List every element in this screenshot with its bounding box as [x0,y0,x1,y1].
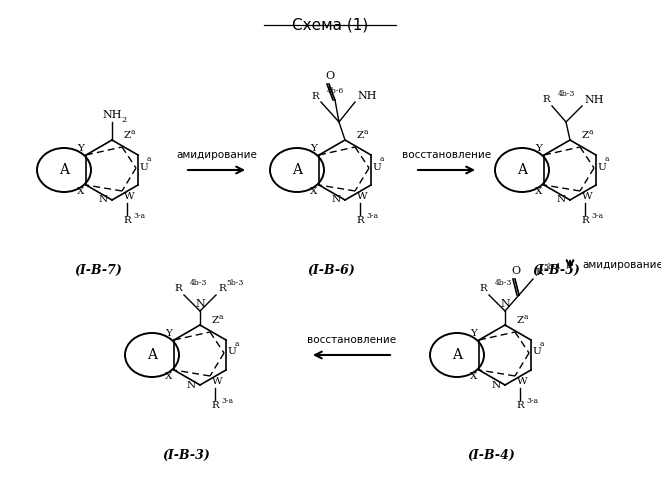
Text: N: N [195,299,205,309]
Text: R: R [218,284,226,293]
Text: Z: Z [124,131,132,140]
Text: W: W [212,377,223,386]
Text: восстановление: восстановление [307,335,396,345]
Text: R: R [211,401,219,410]
Text: N: N [492,380,501,390]
Text: Z: Z [517,316,524,325]
Text: (I-B-5): (I-B-5) [532,264,580,277]
Text: 4b-3: 4b-3 [495,279,512,287]
Text: 4b-6: 4b-6 [327,87,344,95]
Text: 4b-3: 4b-3 [558,90,575,98]
Text: W: W [582,192,593,201]
Text: Z: Z [582,131,589,140]
Text: A: A [452,348,462,362]
Text: R: R [175,284,182,293]
Text: NH: NH [584,95,603,105]
Text: A: A [59,163,69,177]
Text: (I-B-6): (I-B-6) [307,264,355,277]
Text: R: R [581,216,589,225]
Text: (I-B-4): (I-B-4) [467,449,515,462]
Text: a: a [147,155,151,163]
Text: 5b-3: 5b-3 [226,279,243,287]
Text: W: W [124,192,135,201]
Text: амидирование: амидирование [582,260,661,270]
Text: Y: Y [165,329,172,338]
Text: 3-a: 3-a [133,212,145,220]
Text: N: N [187,380,196,390]
Text: U: U [597,162,605,172]
Text: 3-a: 3-a [591,212,603,220]
Text: Схема (1): Схема (1) [292,18,368,33]
Text: N: N [99,196,108,204]
Text: a: a [235,340,239,348]
Text: a: a [380,155,385,163]
Text: X: X [309,187,317,196]
Text: a: a [540,340,545,348]
Text: (I-B-7): (I-B-7) [74,264,122,277]
Text: W: W [517,377,527,386]
Text: X: X [77,187,84,196]
Text: Y: Y [535,144,542,153]
Text: 3-a: 3-a [221,397,233,405]
Text: U: U [139,162,148,172]
Text: Z: Z [212,316,219,325]
Text: 2: 2 [121,116,126,124]
Text: R: R [356,216,364,225]
Text: N: N [500,299,510,309]
Text: Y: Y [77,144,84,153]
Text: X: X [165,372,172,381]
Text: R: R [123,216,131,225]
Text: a: a [131,128,136,136]
Text: a: a [219,313,223,321]
Text: 3-a: 3-a [366,212,378,220]
Text: NH: NH [357,91,377,101]
Text: N: N [557,196,566,204]
Text: U: U [227,348,236,356]
Text: R: R [535,268,543,277]
Text: A: A [517,163,527,177]
Text: N: N [332,196,341,204]
Text: R: R [542,95,550,104]
Text: W: W [357,192,368,201]
Text: a: a [605,155,609,163]
Text: a: a [589,128,594,136]
Text: (I-B-3): (I-B-3) [162,449,210,462]
Text: 3-a: 3-a [526,397,538,405]
Text: X: X [470,372,477,381]
Text: R: R [311,92,319,101]
Text: A: A [292,163,302,177]
Text: U: U [372,162,381,172]
Text: a: a [364,128,369,136]
Text: X: X [535,187,542,196]
Text: O: O [512,266,521,276]
Text: NH: NH [102,110,122,120]
Text: Z: Z [357,131,364,140]
Text: U: U [532,348,541,356]
Text: восстановление: восстановление [402,150,491,160]
Text: O: O [325,71,334,81]
Text: 5b-4: 5b-4 [543,263,561,271]
Text: R: R [479,284,487,293]
Text: амидирование: амидирование [176,150,257,160]
Text: 4b-3: 4b-3 [190,279,208,287]
Text: Y: Y [310,144,317,153]
Text: A: A [147,348,157,362]
Text: a: a [524,313,529,321]
Text: R: R [516,401,524,410]
Text: Y: Y [470,329,477,338]
